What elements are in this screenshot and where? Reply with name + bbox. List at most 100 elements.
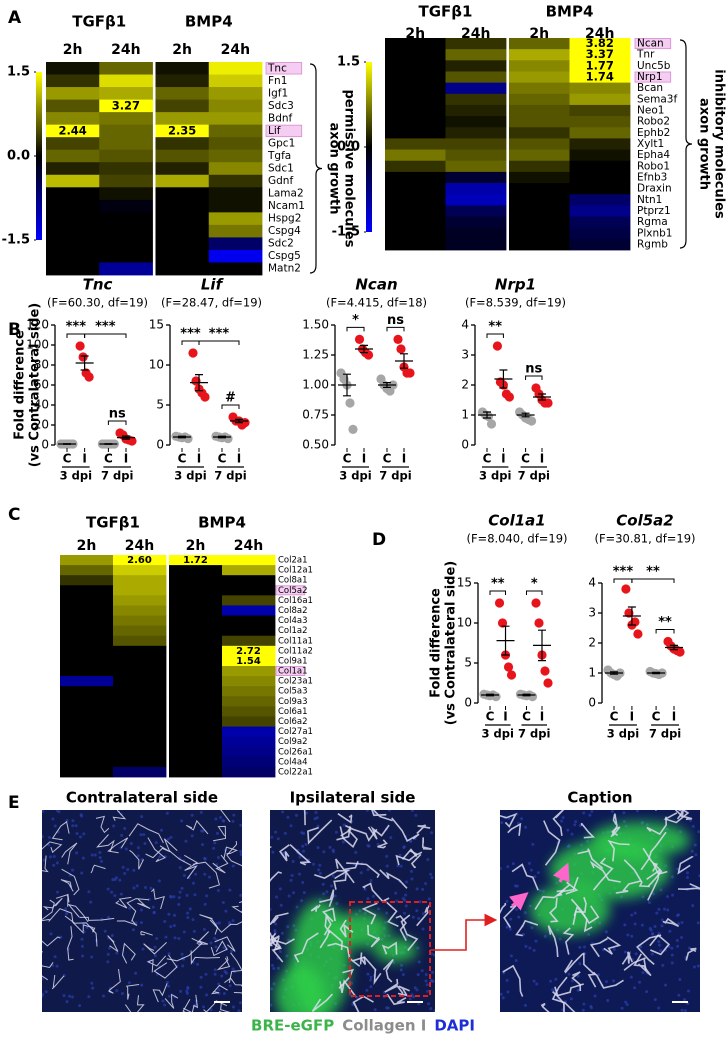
nucleus (686, 989, 690, 993)
data-point (526, 416, 537, 426)
row-label: Col1a2 (278, 626, 308, 636)
nucleus (205, 894, 209, 898)
vessel (42, 897, 63, 911)
nucleus (415, 909, 419, 913)
heatmap-cell (222, 575, 276, 586)
cell-value-label: 1.77 (586, 58, 614, 72)
nucleus (399, 968, 403, 972)
significance-label: *** (613, 565, 634, 580)
nucleus (239, 850, 242, 854)
heatmap-cell (385, 194, 446, 206)
nucleus (49, 855, 53, 859)
nucleus (657, 907, 661, 911)
nucleus (514, 959, 518, 963)
vessel (289, 844, 312, 866)
row-label: Ephb2 (637, 127, 670, 139)
vessel (400, 914, 419, 952)
heatmap-cell (113, 686, 167, 697)
vessel (182, 998, 206, 1012)
nucleus (581, 1008, 585, 1012)
nucleus (89, 900, 93, 904)
vessel (216, 956, 231, 971)
heatmap-cell (155, 224, 210, 238)
nucleus (335, 902, 339, 906)
nucleus (285, 954, 289, 958)
heatmap-cell (509, 238, 570, 251)
nucleus (385, 864, 389, 868)
nucleus (70, 995, 74, 999)
row-label: Sema3f (637, 93, 677, 105)
row-label: Cspg4 (268, 225, 301, 237)
data-point (633, 629, 643, 639)
nucleus (163, 919, 167, 923)
nucleus (82, 832, 86, 836)
heatmap-cell (445, 227, 507, 240)
side-label: inhibitory molecules (712, 69, 727, 219)
heatmap-cell (509, 227, 570, 240)
nucleus (106, 952, 110, 956)
nucleus (157, 879, 161, 883)
heatmap-cell (208, 187, 263, 201)
nucleus (169, 925, 173, 929)
nucleus (129, 842, 133, 846)
vessel (193, 861, 221, 889)
nucleus (369, 978, 373, 982)
heatmap-cell (113, 585, 167, 596)
nucleus (199, 975, 203, 979)
heatmap-cell (113, 595, 167, 606)
nucleus (216, 888, 220, 892)
vessel (500, 902, 507, 915)
nucleus (75, 832, 79, 836)
nucleus (217, 988, 221, 992)
nucleus (505, 978, 509, 982)
column-header: 2h (186, 538, 206, 554)
nucleus (414, 813, 418, 817)
nucleus (401, 973, 405, 977)
cell-value-label: 1.72 (183, 555, 208, 566)
nucleus (239, 1001, 242, 1005)
heatmap-cell (60, 625, 114, 637)
heatmap-cell (113, 746, 167, 758)
nucleus (641, 895, 645, 899)
nucleus (318, 871, 322, 875)
nucleus (124, 847, 128, 851)
nucleus (500, 821, 504, 825)
pointer-arrow (553, 862, 570, 883)
row-label: Xylt1 (637, 138, 664, 150)
nucleus (331, 874, 335, 878)
error-bar (483, 411, 491, 419)
nucleus (506, 865, 510, 869)
nucleus (430, 876, 434, 880)
y-tick-label: 0 (41, 438, 49, 452)
micrograph (270, 810, 435, 1012)
nucleus (186, 987, 190, 991)
vessel (603, 936, 622, 955)
nucleus (416, 973, 420, 977)
vessel (507, 822, 522, 836)
heatmap-cell (385, 104, 446, 117)
nucleus (98, 851, 102, 855)
row-label: Tgfa (267, 150, 291, 162)
nucleus (152, 910, 156, 914)
significance-label: # (225, 391, 236, 406)
y-tick-label: 15 (149, 318, 164, 332)
nucleus (44, 990, 48, 994)
heatmap-cell (569, 216, 631, 229)
heatmap-cell (169, 555, 223, 566)
heatmap-cell (569, 116, 631, 128)
heatmap-cell (445, 194, 507, 206)
cell-value-label: 2.60 (127, 555, 152, 566)
nucleus (118, 878, 122, 882)
heatmap-cell (46, 124, 100, 138)
nucleus (401, 896, 405, 900)
nucleus (558, 937, 562, 941)
heatmap-cell (60, 666, 114, 677)
vessel (633, 953, 652, 977)
nucleus (365, 988, 369, 992)
heatmap-cell (155, 74, 210, 88)
nucleus (554, 977, 558, 981)
nucleus (690, 849, 694, 853)
nucleus (274, 922, 278, 926)
significance-bracket (489, 590, 507, 595)
heatmap-cell (208, 249, 263, 263)
